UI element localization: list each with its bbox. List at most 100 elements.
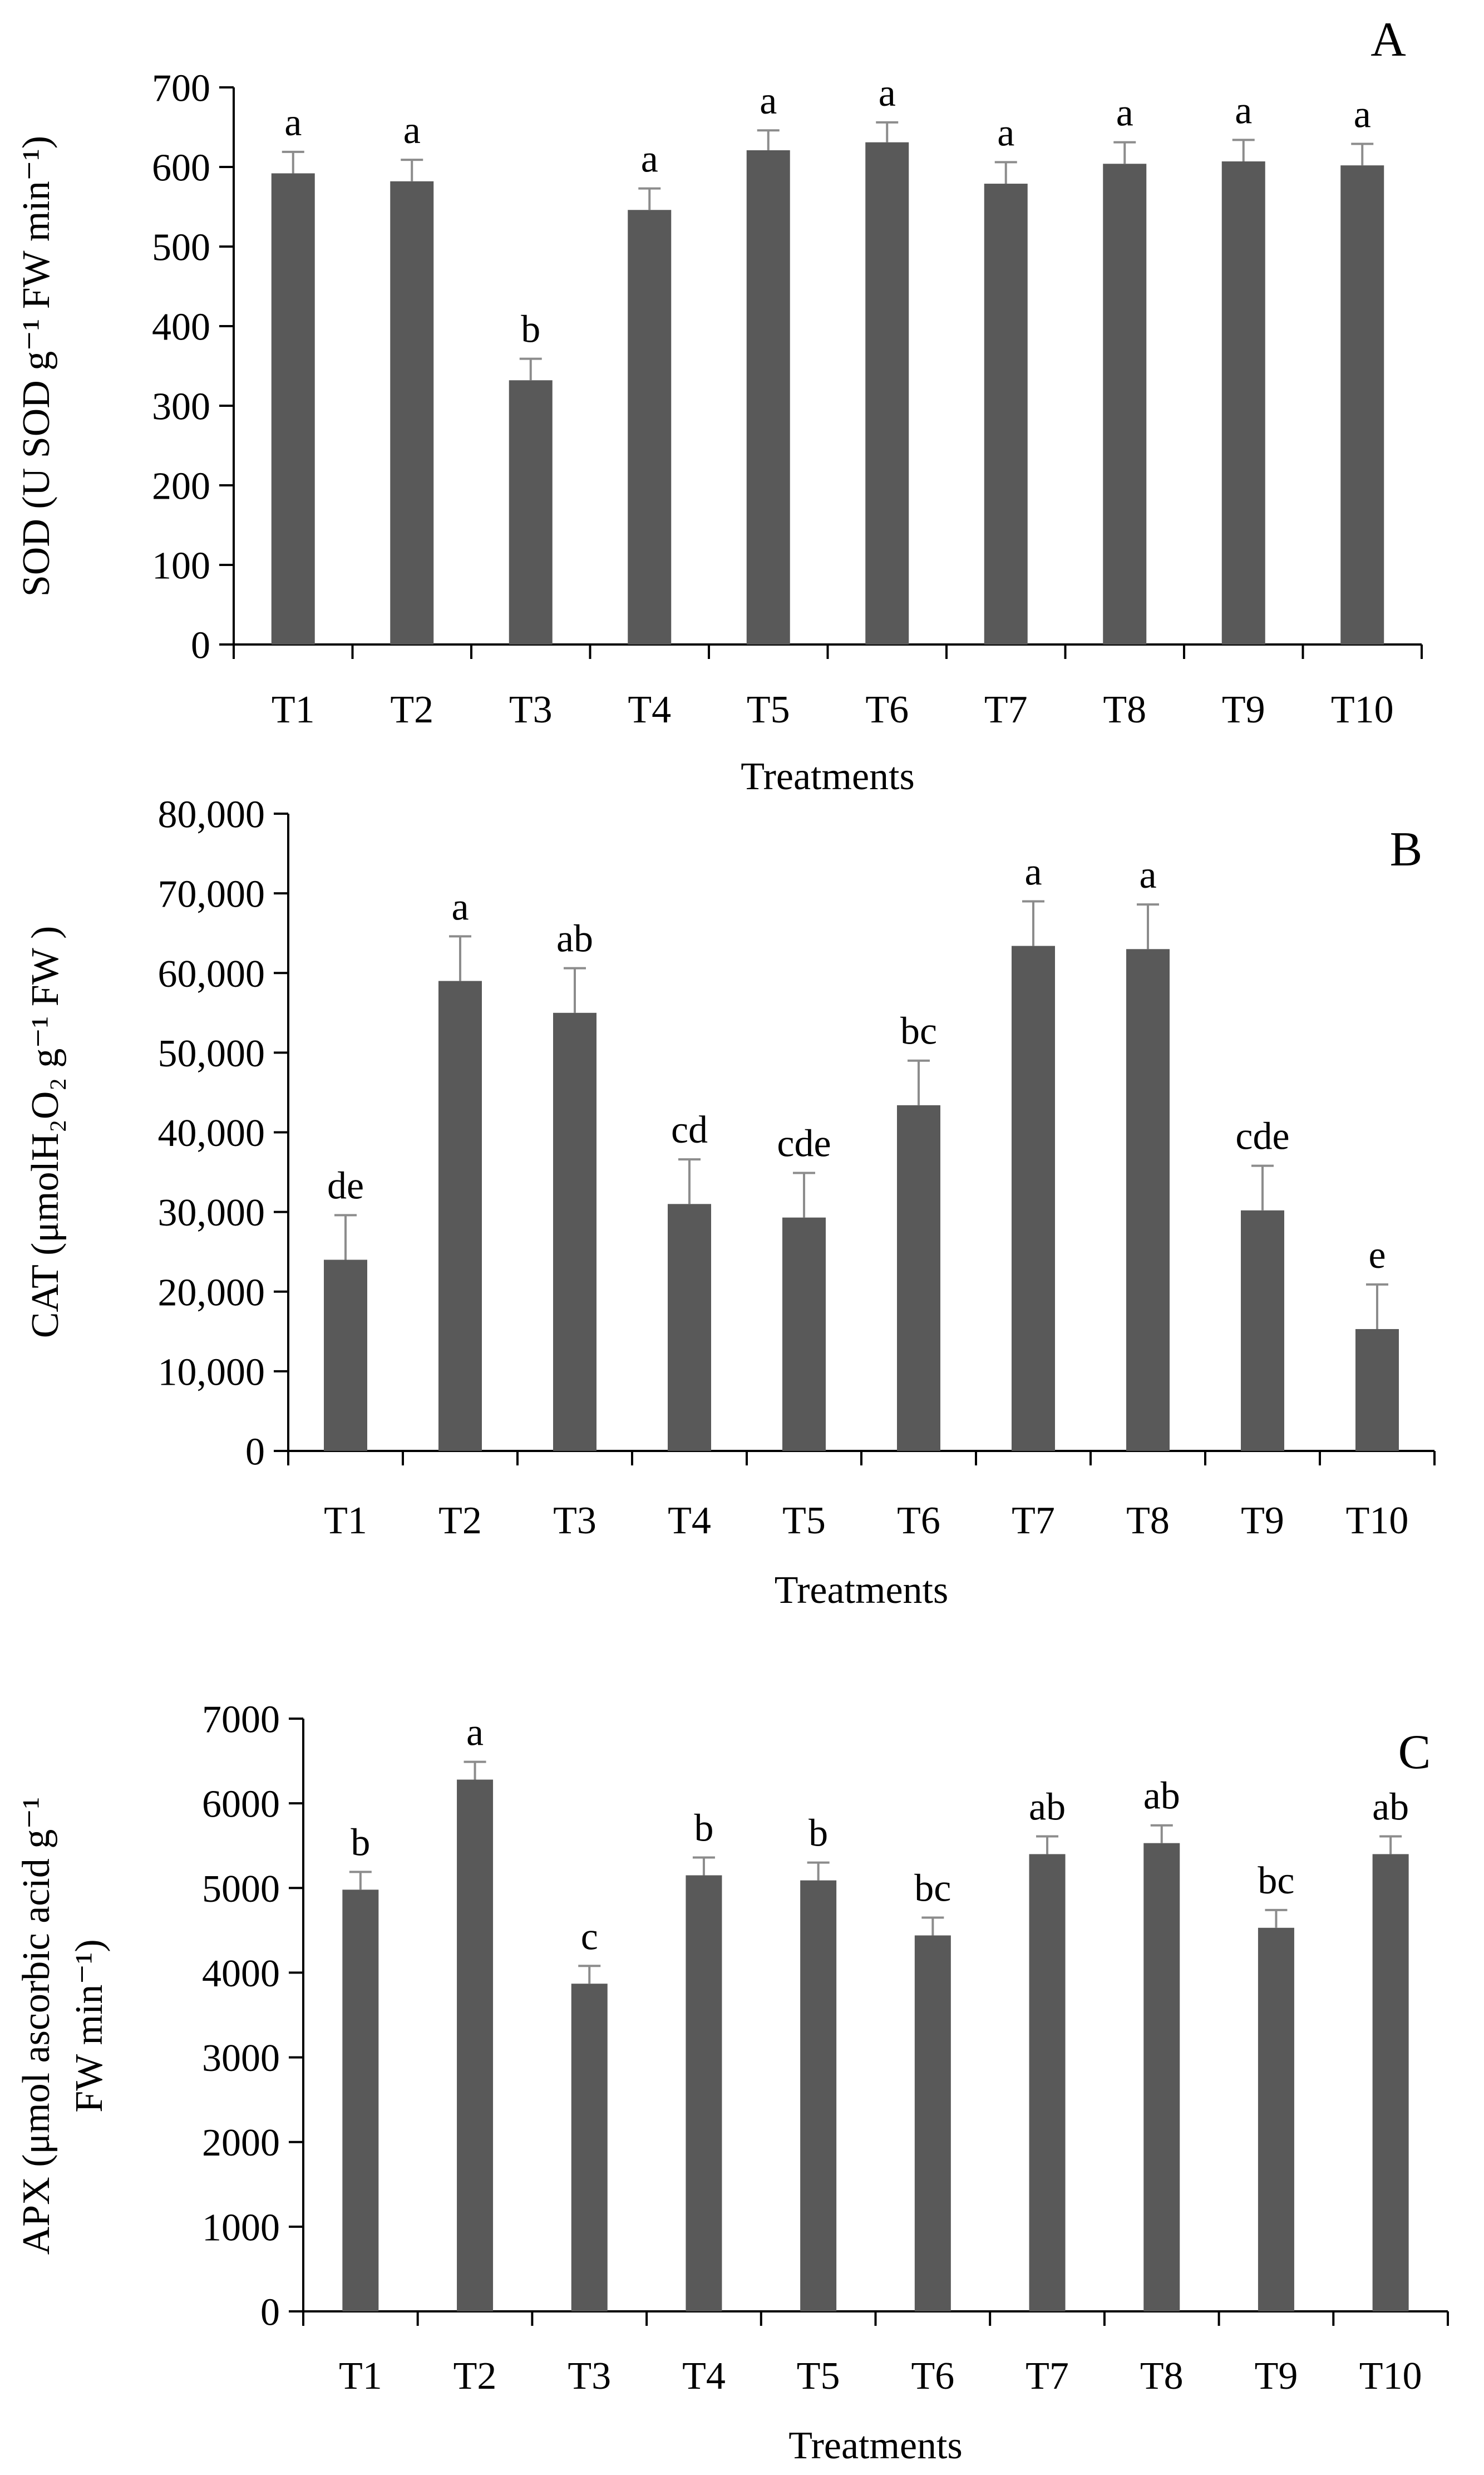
x-tick-label: T5 xyxy=(782,1499,826,1542)
y-tick-label: 7000 xyxy=(202,1699,280,1741)
significance-letter: a xyxy=(760,80,777,122)
y-tick-label: 100 xyxy=(152,545,210,588)
x-tick-label: T4 xyxy=(668,1499,711,1542)
bar xyxy=(1103,164,1147,644)
x-tick-label: T4 xyxy=(682,2355,726,2398)
bar xyxy=(628,210,672,645)
significance-letter: ab xyxy=(1143,1775,1180,1818)
bar xyxy=(686,1875,722,2311)
y-axis-title: CAT (μmolH₂O₂ g⁻¹ FW ) xyxy=(24,926,67,1339)
x-tick-label: T6 xyxy=(897,1499,940,1542)
x-tick-label: T1 xyxy=(339,2355,382,2398)
panel-letter: A xyxy=(1370,13,1406,67)
y-tick-label: 3000 xyxy=(202,2037,280,2080)
x-tick-label: T10 xyxy=(1346,1499,1409,1542)
x-tick-label: T7 xyxy=(984,688,1028,731)
significance-letter: a xyxy=(403,109,421,152)
bar xyxy=(914,1935,951,2311)
significance-letter: b xyxy=(694,1807,713,1850)
x-tick-label: T10 xyxy=(1331,688,1394,731)
x-tick-label: T7 xyxy=(1012,1499,1055,1542)
bar xyxy=(1241,1210,1284,1451)
bar xyxy=(1012,946,1055,1451)
bar xyxy=(984,184,1028,644)
x-tick-label: T2 xyxy=(453,2355,497,2398)
significance-letter: cde xyxy=(777,1122,831,1165)
bar xyxy=(571,1984,608,2311)
bar xyxy=(668,1204,711,1451)
x-tick-label: T5 xyxy=(747,688,790,731)
significance-letter: cd xyxy=(671,1109,708,1152)
significance-letter: bc xyxy=(900,1010,937,1053)
bar xyxy=(271,173,315,644)
y-tick-label: 10,000 xyxy=(158,1351,265,1394)
significance-letter: ab xyxy=(556,918,593,961)
x-tick-label: T8 xyxy=(1103,688,1146,731)
y-tick-label: 4000 xyxy=(202,1952,280,1995)
bar xyxy=(865,142,909,645)
significance-letter: a xyxy=(1139,854,1156,897)
x-tick-label: T3 xyxy=(553,1499,596,1542)
x-tick-label: T4 xyxy=(628,688,671,731)
panel-letter: B xyxy=(1390,823,1423,877)
chart-panel-b: 0 10,000 20,000 30,000 40,000 50,000 60,000 70,… xyxy=(24,794,1436,1612)
x-tick-label: T3 xyxy=(509,688,553,731)
significance-letter: cde xyxy=(1235,1115,1289,1158)
x-tick-label: T10 xyxy=(1359,2355,1422,2398)
significance-letter: ab xyxy=(1029,1785,1066,1828)
y-tick-label: 300 xyxy=(152,386,210,429)
y-tick-label: 60,000 xyxy=(158,953,265,996)
bar xyxy=(457,1779,494,2311)
x-tick-label: T1 xyxy=(272,688,315,731)
y-axis-title-line: FW min⁻¹) xyxy=(68,1939,111,2112)
significance-letter: a xyxy=(1354,94,1371,136)
y-tick-label: 600 xyxy=(152,147,210,190)
x-tick-label: T2 xyxy=(390,688,433,731)
bar xyxy=(800,1880,837,2311)
chart-panel-a: 0 100 200 300 400 500 600 700 a T1 a T2 b T3 a T4 a T5 a T6… xyxy=(15,13,1423,798)
x-tick-label: T8 xyxy=(1126,1499,1170,1542)
significance-letter: e xyxy=(1368,1234,1386,1277)
x-tick-label: T1 xyxy=(324,1499,367,1542)
y-tick-label: 80,000 xyxy=(158,794,265,837)
bar xyxy=(782,1217,826,1451)
panel-letter: C xyxy=(1398,1725,1431,1779)
significance-letter: de xyxy=(327,1164,364,1207)
significance-letter: ab xyxy=(1372,1785,1409,1828)
y-tick-label: 400 xyxy=(152,306,210,349)
y-axis-title-line: APX (μmol ascorbic acid g⁻¹ xyxy=(15,1797,58,2255)
y-tick-label: 5000 xyxy=(202,1868,280,1911)
bar xyxy=(1258,1927,1294,2311)
x-axis-title: Treatments xyxy=(788,2424,962,2467)
chart-panel-c: 0 1000 2000 3000 4000 5000 6000 7000 b T1 a T2 c T3 b T… xyxy=(15,1699,1449,2467)
significance-letter: a xyxy=(284,101,302,144)
y-axis-title: SOD (U SOD g⁻¹ FW min⁻¹) xyxy=(15,136,58,597)
significance-letter: bc xyxy=(914,1867,951,1910)
significance-letter: bc xyxy=(1258,1859,1294,1902)
y-tick-label: 50,000 xyxy=(158,1032,265,1075)
y-tick-label: 200 xyxy=(152,465,210,508)
x-axis-title: Treatments xyxy=(741,755,914,798)
significance-letter: a xyxy=(466,1711,484,1754)
y-tick-label: 500 xyxy=(152,227,210,269)
y-tick-label: 30,000 xyxy=(158,1192,265,1234)
x-tick-label: T6 xyxy=(865,688,909,731)
y-tick-label: 0 xyxy=(260,2291,280,2334)
bar xyxy=(1126,949,1170,1451)
significance-letter: b xyxy=(808,1812,828,1855)
x-tick-label: T8 xyxy=(1140,2355,1184,2398)
y-tick-label: 0 xyxy=(191,624,210,667)
significance-letter: a xyxy=(1235,89,1252,132)
y-tick-label: 20,000 xyxy=(158,1271,265,1314)
bar xyxy=(1143,1843,1180,2311)
x-tick-label: T7 xyxy=(1026,2355,1069,2398)
y-tick-label: 40,000 xyxy=(158,1112,265,1155)
significance-letter: b xyxy=(521,308,540,351)
y-tick-label: 70,000 xyxy=(158,873,265,916)
x-tick-label: T9 xyxy=(1241,1499,1284,1542)
x-tick-label: T2 xyxy=(438,1499,482,1542)
significance-letter: a xyxy=(641,138,658,181)
x-tick-label: T9 xyxy=(1255,2355,1298,2398)
bar xyxy=(1221,161,1265,644)
